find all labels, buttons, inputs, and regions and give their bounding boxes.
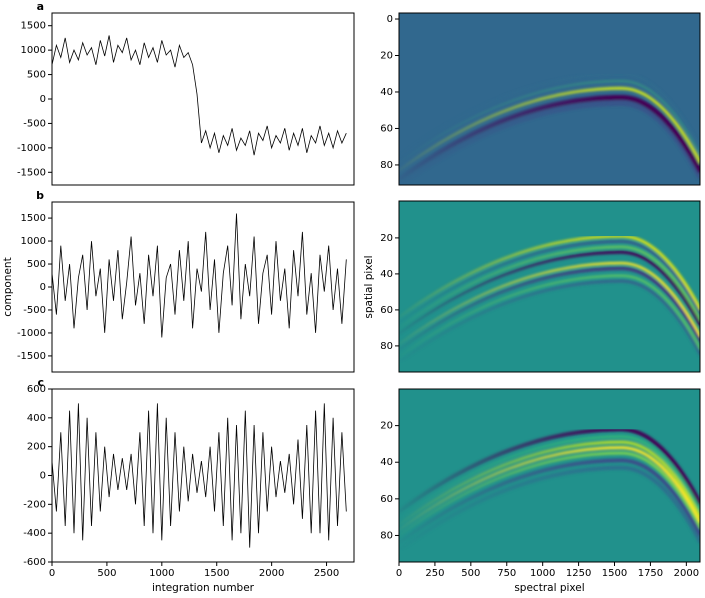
y-tick-label: -500 [23, 305, 46, 316]
x-tick-label: 1000 [149, 568, 174, 579]
x-axis-label: spectral pixel [514, 582, 584, 594]
y-axis-label: spatial pixel [363, 255, 375, 318]
y-tick-label: 0 [40, 94, 46, 105]
spectral-trace [399, 427, 700, 514]
plot-area [399, 201, 700, 372]
x-tick-label: 750 [497, 568, 516, 579]
plot-area [399, 13, 700, 185]
plot-area [52, 35, 347, 156]
x-tick-label: 1500 [602, 568, 627, 579]
spectral-trace [399, 267, 700, 351]
x-tick-label: 0 [396, 568, 402, 579]
y-tick-label: 20 [380, 233, 393, 244]
y-tick-label: 1000 [21, 236, 46, 247]
spectral-trace [399, 99, 700, 185]
panel-label: c [37, 376, 44, 389]
spectral-trace [399, 234, 700, 319]
spectral-trace [399, 279, 700, 364]
x-tick-label: 0 [49, 568, 55, 579]
x-tick-label: 500 [461, 568, 480, 579]
y-tick-label: 20 [380, 50, 393, 61]
y-tick-label: 600 [27, 384, 46, 395]
y-tick-label: 40 [380, 269, 393, 280]
image-features [399, 234, 700, 364]
axes-frame [398, 12, 701, 186]
image-features [399, 427, 700, 552]
x-tick-label: 2000 [674, 568, 699, 579]
x-tick-label: 250 [425, 568, 444, 579]
y-tick-label: 0 [40, 471, 46, 482]
y-tick-label: 500 [27, 259, 46, 270]
y-tick-label: 40 [380, 87, 393, 98]
spectral-trace [399, 72, 700, 157]
y-tick-label: 40 [380, 457, 393, 468]
x-tick-label: 2500 [314, 568, 339, 579]
x-tick-label: 1250 [566, 568, 591, 579]
image-features [399, 72, 700, 185]
axes-frame [51, 12, 355, 186]
y-tick-label: -1500 [17, 167, 46, 178]
spectral-trace [399, 250, 700, 335]
spectral-trace [399, 86, 700, 172]
y-tick-label: 80 [380, 341, 393, 352]
x-tick-label: 1750 [638, 568, 663, 579]
y-tick-label: -400 [23, 528, 46, 539]
x-tick-label: 2000 [259, 568, 284, 579]
spectral-trace [399, 451, 700, 537]
x-tick-label: 1500 [204, 568, 229, 579]
spectral-trace [399, 274, 700, 358]
spectral-trace [399, 440, 700, 526]
spectral-trace [399, 458, 700, 545]
axes-frame [398, 200, 701, 373]
series-line [52, 213, 347, 338]
spectral-trace [399, 435, 700, 521]
y-tick-label: 500 [27, 70, 46, 81]
y-tick-label: 60 [380, 305, 393, 316]
y-tick-label: 60 [380, 494, 393, 505]
panel-label: a [37, 0, 44, 13]
spectral-trace [399, 261, 700, 346]
y-tick-label: 80 [380, 530, 393, 541]
y-tick-label: -600 [23, 557, 46, 568]
spectral-trace [399, 465, 700, 552]
y-tick-label: -500 [23, 118, 46, 129]
y-tick-label: 0 [387, 14, 393, 25]
plot-area [52, 403, 347, 548]
panel-label: b [36, 189, 44, 202]
image-background [399, 13, 700, 185]
y-tick-label: 80 [380, 160, 393, 171]
y-tick-label: 400 [27, 413, 46, 424]
y-tick-label: 0 [40, 282, 46, 293]
x-axis-label: integration number [152, 582, 255, 594]
spectral-trace [399, 245, 700, 329]
y-tick-label: 200 [27, 442, 46, 453]
spectral-trace [399, 446, 700, 532]
spectral-trace [399, 79, 700, 164]
y-axis-label: component [2, 257, 14, 316]
y-tick-label: 1000 [21, 45, 46, 56]
spectral-trace [399, 240, 700, 324]
plot-area [52, 213, 347, 338]
y-tick-label: 60 [380, 123, 393, 134]
y-tick-label: -200 [23, 499, 46, 510]
axes-frame [398, 388, 701, 563]
y-tick-label: -1500 [17, 351, 46, 362]
spectral-trace [399, 95, 700, 182]
x-tick-label: 1000 [530, 568, 555, 579]
series-line [52, 403, 347, 548]
y-tick-label: 20 [380, 421, 393, 432]
plot-area [399, 389, 700, 562]
y-tick-label: 1500 [21, 213, 46, 224]
series-line [52, 35, 347, 156]
y-tick-label: -1000 [17, 328, 46, 339]
y-tick-label: -1000 [17, 143, 46, 154]
x-tick-label: 500 [97, 568, 116, 579]
y-tick-label: 1500 [21, 21, 46, 32]
